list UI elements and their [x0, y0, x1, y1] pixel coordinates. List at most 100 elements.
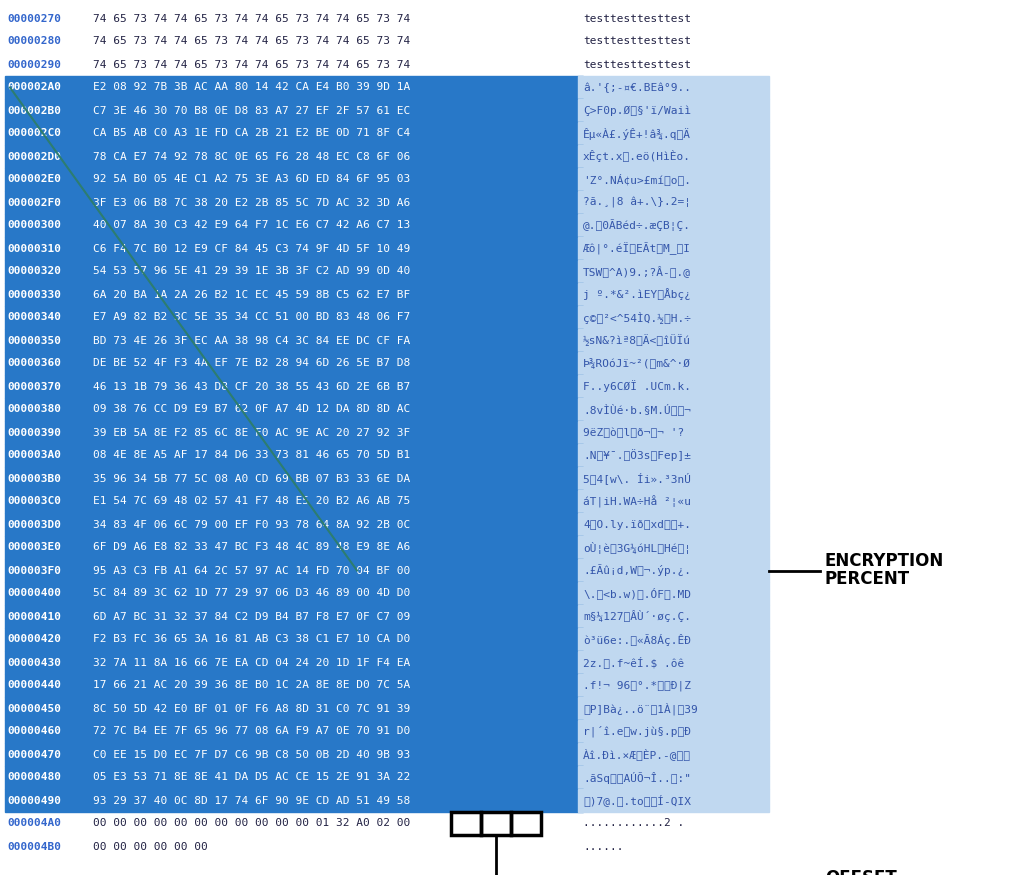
Text: 3F E3 06 B8 7C 38 20 E2 2B 85 5C 7D AC 32 3D A6: 3F E3 06 B8 7C 38 20 E2 2B 85 5C 7D AC 3… — [93, 198, 411, 207]
Text: 8C 50 5D 42 E0 BF 01 0F F6 A8 8D 31 C0 7C 91 39: 8C 50 5D 42 E0 BF 01 0F F6 A8 8D 31 C0 7… — [93, 704, 411, 713]
Bar — [5, 628, 583, 651]
Bar — [578, 214, 769, 237]
Text: 00000280: 00000280 — [7, 37, 61, 46]
Text: áT|iH.WA÷Hå ²¦«u: áT|iH.WA÷Hå ²¦«u — [583, 495, 691, 507]
Text: C6 F4 7C B0 12 E9 CF 84 45 C3 74 9F 4D 5F 10 49: C6 F4 7C B0 12 E9 CF 84 45 C3 74 9F 4D 5… — [93, 243, 411, 254]
Text: ?ã.¸|8 â+.\}.2=¦: ?ã.¸|8 â+.\}.2=¦ — [583, 197, 691, 208]
Bar — [578, 743, 769, 766]
Text: 6A 20 BA 1A 2A 26 B2 1C EC 45 59 8B C5 62 E7 BF: 6A 20 BA 1A 2A 26 B2 1C EC 45 59 8B C5 6… — [93, 290, 411, 299]
Text: 17 66 21 AC 20 39 36 8E B0 1C 2A 8E 8E D0 7C 5A: 17 66 21 AC 20 39 36 8E B0 1C 2A 8E 8E D… — [93, 681, 411, 690]
Text: 92 5A B0 05 4E C1 A2 75 3E A3 6D ED 84 6F 95 03: 92 5A B0 05 4E C1 A2 75 3E A3 6D ED 84 6… — [93, 174, 411, 185]
Bar — [5, 145, 583, 168]
Bar — [578, 260, 769, 283]
Text: E2 08 92 7B 3B AC AA 80 14 42 CA E4 B0 39 9D 1A: E2 08 92 7B 3B AC AA 80 14 42 CA E4 B0 3… — [93, 82, 411, 93]
Text: 000003E0: 000003E0 — [7, 542, 61, 552]
Bar — [5, 260, 583, 283]
Text: oÙ¦è3G¼óHLHé¦: oÙ¦è3G¼óHLHé¦ — [583, 542, 691, 554]
Bar — [578, 191, 769, 214]
Text: CA B5 AB C0 A3 1E FD CA 2B 21 E2 BE 0D 71 8F C4: CA B5 AB C0 A3 1E FD CA 2B 21 E2 BE 0D 7… — [93, 129, 411, 138]
Text: 08 4E 8E A5 AF 17 84 D6 33 73 81 46 65 70 5D B1: 08 4E 8E A5 AF 17 84 D6 33 73 81 46 65 7… — [93, 451, 411, 460]
Bar — [5, 375, 583, 398]
Text: 000003C0: 000003C0 — [7, 496, 61, 507]
Bar — [5, 191, 583, 214]
Text: P]Bà¿..ö¨1À|39: P]Bà¿..ö¨1À|39 — [583, 703, 697, 715]
Text: 000003F0: 000003F0 — [7, 565, 61, 576]
Text: 74 65 73 74 74 65 73 74 74 65 73 74 74 65 73 74: 74 65 73 74 74 65 73 74 74 65 73 74 74 6… — [93, 13, 411, 24]
Text: 00 00 00 00 00 00: 00 00 00 00 00 00 — [93, 842, 208, 851]
Text: 40 07 8A 30 C3 42 E9 64 F7 1C E6 C7 42 A6 C7 13: 40 07 8A 30 C3 42 E9 64 F7 1C E6 C7 42 A… — [93, 220, 411, 230]
Text: 78 CA E7 74 92 78 8C 0E 65 F6 28 48 EC C8 6F 06: 78 CA E7 74 92 78 8C 0E 65 F6 28 48 EC C… — [93, 151, 411, 162]
Bar — [5, 674, 583, 697]
Bar — [578, 674, 769, 697]
Text: ............2 .: ............2 . — [583, 818, 684, 829]
Text: 000002B0: 000002B0 — [7, 106, 61, 116]
Bar — [578, 352, 769, 375]
Text: j º.*&².ìEYÅbç¿: j º.*&².ìEYÅbç¿ — [583, 289, 691, 300]
Bar — [5, 122, 583, 145]
Bar — [578, 168, 769, 191]
Text: Æô|°.éÏEÃtM_I: Æô|°.éÏEÃtM_I — [583, 242, 691, 255]
Text: 00000400: 00000400 — [7, 589, 61, 598]
Text: ½sN&?ìª8Ä<îÜÏú: ½sN&?ìª8Ä<îÜÏú — [583, 334, 691, 346]
Text: BD 73 4E 26 3F EC AA 38 98 C4 3C 84 EE DC CF FA: BD 73 4E 26 3F EC AA 38 98 C4 3C 84 EE D… — [93, 335, 411, 346]
Text: 000002D0: 000002D0 — [7, 151, 61, 162]
Text: 00000380: 00000380 — [7, 404, 61, 415]
Text: 00000270: 00000270 — [7, 13, 61, 24]
Text: xÊçt.x.eö(HìÈo.: xÊçt.x.eö(HìÈo. — [583, 150, 691, 163]
Bar — [578, 76, 769, 99]
Bar — [5, 490, 583, 513]
Text: 00000330: 00000330 — [7, 290, 61, 299]
Bar — [578, 513, 769, 536]
Text: 000002E0: 000002E0 — [7, 174, 61, 185]
Bar — [578, 398, 769, 421]
Text: 09 38 76 CC D9 E9 B7 62 0F A7 4D 12 DA 8D 8D AC: 09 38 76 CC D9 E9 B7 62 0F A7 4D 12 DA 8… — [93, 404, 411, 415]
Text: 54 53 57 96 5E 41 29 39 1E 3B 3F C2 AD 99 0D 40: 54 53 57 96 5E 41 29 39 1E 3B 3F C2 AD 9… — [93, 267, 411, 276]
Text: E7 A9 82 B2 3C 5E 35 34 CC 51 00 BD 83 48 06 F7: E7 A9 82 B2 3C 5E 35 34 CC 51 00 BD 83 4… — [93, 312, 411, 323]
Bar — [578, 536, 769, 559]
Bar — [578, 651, 769, 674]
Bar — [5, 237, 583, 260]
Text: 00000480: 00000480 — [7, 773, 61, 782]
Text: 00000350: 00000350 — [7, 335, 61, 346]
Text: 5C 84 89 3C 62 1D 77 29 97 06 D3 46 89 00 4D D0: 5C 84 89 3C 62 1D 77 29 97 06 D3 46 89 0… — [93, 589, 411, 598]
Text: 000002A0: 000002A0 — [7, 82, 61, 93]
Text: 000002C0: 000002C0 — [7, 129, 61, 138]
Bar — [5, 306, 583, 329]
Bar — [5, 76, 583, 99]
Text: OFFSET: OFFSET — [825, 869, 897, 875]
Bar — [511, 812, 541, 835]
Text: 2z..f~êÍ.$ .ôê: 2z..f~êÍ.$ .ôê — [583, 656, 684, 668]
Text: 9ëZòlð¬¬ '?: 9ëZò lð¬¬ '? — [583, 427, 684, 438]
Text: 95 A3 C3 FB A1 64 2C 57 97 AC 14 FD 70 04 BF 00: 95 A3 C3 FB A1 64 2C 57 97 AC 14 FD 70 0… — [93, 565, 411, 576]
Text: @.0ÃBéd÷.æÇB¦Ç.: @.0ÃBéd÷.æÇB¦Ç. — [583, 220, 691, 232]
Text: )7@..toÍ­QIX: )7@..toÍ­QIX — [583, 794, 691, 807]
Text: 46 13 1B 79 36 43 D8 CF 20 38 55 43 6D 2E 6B B7: 46 13 1B 79 36 43 D8 CF 20 38 55 43 6D 2… — [93, 382, 411, 391]
Bar — [5, 283, 583, 306]
Bar — [481, 812, 511, 835]
Text: 6D A7 BC 31 32 37 84 C2 D9 B4 B7 F8 E7 0F C7 09: 6D A7 BC 31 32 37 84 C2 D9 B4 B7 F8 E7 0… — [93, 612, 411, 621]
Text: .f!¬ 96°.*Ð|Z: .f!¬ 96°.*Ð|Z — [583, 680, 691, 690]
Bar — [578, 421, 769, 444]
Text: 00000410: 00000410 — [7, 612, 61, 621]
Bar — [5, 536, 583, 559]
Text: testtesttesttest: testtesttesttest — [583, 13, 691, 24]
Bar — [578, 559, 769, 582]
Text: testtesttesttest: testtesttesttest — [583, 37, 691, 46]
Text: 00000420: 00000420 — [7, 634, 61, 645]
Text: 05 E3 53 71 8E 8E 41 DA D5 AC CE 15 2E 91 3A 22: 05 E3 53 71 8E 8E 41 DA D5 AC CE 15 2E 9… — [93, 773, 411, 782]
Text: 00000460: 00000460 — [7, 726, 61, 737]
Bar — [578, 789, 769, 812]
Text: 93 29 37 40 0C 8D 17 74 6F 90 9E CD AD 51 49 58: 93 29 37 40 0C 8D 17 74 6F 90 9E CD AD 5… — [93, 795, 411, 806]
Text: F2 B3 FC 36 65 3A 16 81 AB C3 38 C1 E7 10 CA D0: F2 B3 FC 36 65 3A 16 81 AB C3 38 C1 E7 1… — [93, 634, 411, 645]
Text: ......: ...... — [583, 842, 624, 851]
Text: C7 3E 46 30 70 B8 0E D8 83 A7 27 EF 2F 57 61 EC: C7 3E 46 30 70 B8 0E D8 83 A7 27 EF 2F 5… — [93, 106, 411, 116]
Text: 32 7A 11 8A 16 66 7E EA CD 04 24 20 1D 1F F4 EA: 32 7A 11 8A 16 66 7E EA CD 04 24 20 1D 1… — [93, 657, 411, 668]
Text: 6F D9 A6 E8 82 33 47 BC F3 48 4C 89 48 E9 8E A6: 6F D9 A6 E8 82 33 47 BC F3 48 4C 89 48 E… — [93, 542, 411, 552]
Bar — [5, 743, 583, 766]
Text: 000004B0: 000004B0 — [7, 842, 61, 851]
Text: PERCENT: PERCENT — [824, 570, 909, 589]
Text: 00000300: 00000300 — [7, 220, 61, 230]
Bar — [578, 697, 769, 720]
Text: TSW^A)9.;?Â­.@: TSW^A)9.;?Â­.@ — [583, 265, 691, 277]
Text: 00000390: 00000390 — [7, 428, 61, 438]
